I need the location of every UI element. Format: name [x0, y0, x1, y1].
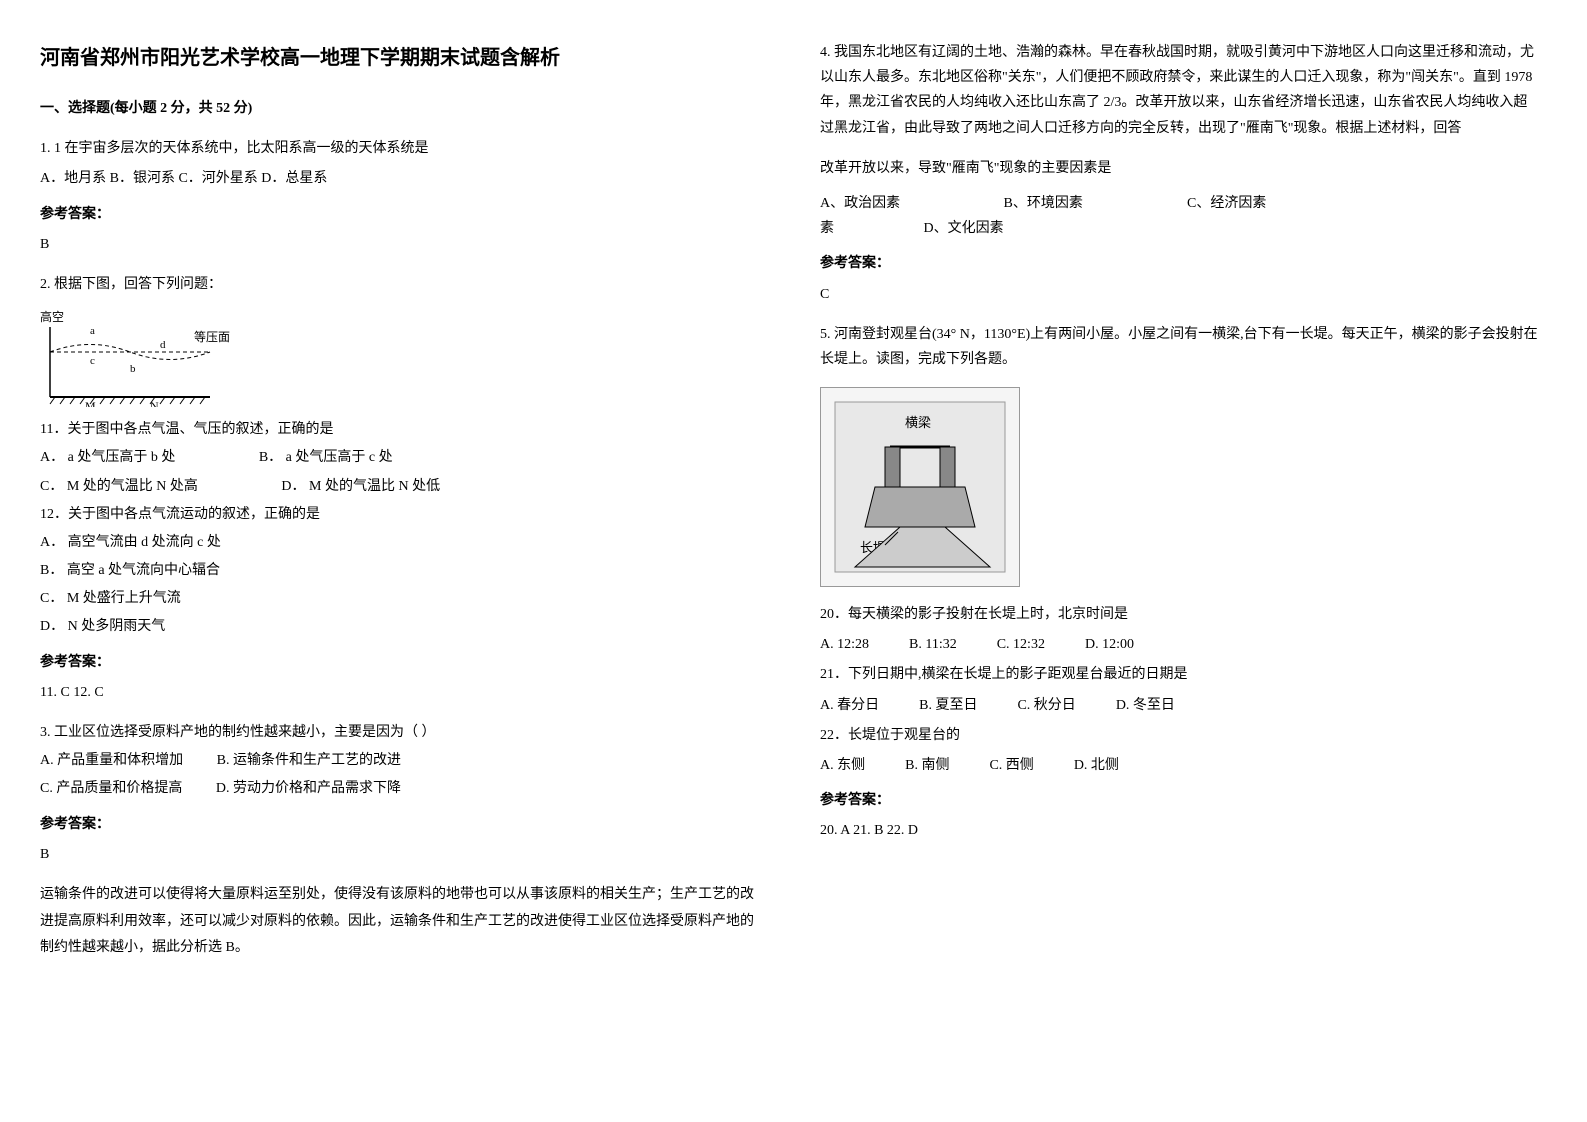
svg-text:a: a	[90, 325, 95, 337]
answer-label: 参考答案：	[40, 202, 760, 227]
question-2-answer: 11. C 12. C	[40, 680, 760, 705]
question-3-answer: B	[40, 842, 760, 867]
q3-optB: B. 运输条件和生产工艺的改进	[217, 753, 401, 768]
question-4-text: 4. 我国东北地区有辽阔的土地、浩瀚的森林。早在春秋战国时期，就吸引黄河中下游地…	[820, 40, 1540, 141]
q2-sub12-optB: B． 高空 a 处气流向中心辐合	[40, 558, 760, 583]
q4-optB: B、环境因素	[1004, 191, 1184, 216]
question-1-answer: B	[40, 232, 760, 257]
q4-optA: A、政治因素	[820, 191, 1000, 216]
question-5-text: 5. 河南登封观星台(34° N，1130°E)上有两间小屋。小屋之间有一横梁,…	[820, 322, 1540, 372]
q5-sub20-optD: D. 12:00	[1085, 632, 1134, 657]
question-3: 3. 工业区位选择受原料产地的制约性越来越小，主要是因为（ ） A. 产品重量和…	[40, 720, 760, 962]
q4-options-line2: 素 D、文化因素	[820, 216, 1540, 241]
diagram-top-label: 高空	[40, 307, 64, 329]
svg-text:c: c	[90, 355, 95, 367]
page-title: 河南省郑州市阳光艺术学校高一地理下学期期末试题含解析	[40, 40, 760, 76]
q2-sub12-optD: D． N 处多阴雨天气	[40, 614, 760, 639]
q2-sub11-optD: D． M 处的气温比 N 处低	[281, 479, 440, 494]
q5-sub22-options: A. 东侧 B. 南侧 C. 西侧 D. 北侧	[820, 753, 1540, 778]
q4-optC: C、经济因素	[1187, 196, 1266, 211]
svg-text:b: b	[130, 363, 136, 375]
right-column: 4. 我国东北地区有辽阔的土地、浩瀚的森林。早在春秋战国时期，就吸引黄河中下游地…	[820, 40, 1540, 977]
question-5-sub20: 20．每天横梁的影子投射在长堤上时，北京时间是	[820, 602, 1540, 627]
answer-label: 参考答案：	[40, 650, 760, 675]
q5-sub22-optA: A. 东侧	[820, 753, 865, 778]
observatory-svg: 横梁 长堤	[830, 397, 1010, 577]
q2-sub12-optA: A． 高空气流由 d 处流向 c 处	[40, 530, 760, 555]
question-2-sub11: 11．关于图中各点气温、气压的叙述，正确的是	[40, 417, 760, 442]
answer-label: 参考答案：	[820, 788, 1540, 813]
svg-text:d: d	[160, 339, 166, 351]
q3-optA: A. 产品重量和体积增加	[40, 753, 183, 768]
pressure-diagram: 高空 等压面 a d c b M N	[40, 307, 240, 407]
observatory-diagram: 横梁 长堤	[820, 387, 1020, 587]
question-5-answer: 20. A 21. B 22. D	[820, 818, 1540, 843]
q2-sub12-optC: C． M 处盛行上升气流	[40, 586, 760, 611]
question-3-text: 3. 工业区位选择受原料产地的制约性越来越小，主要是因为（ ）	[40, 720, 760, 745]
q2-sub11-optB: B． a 处气压高于 c 处	[259, 450, 393, 465]
question-4-answer: C	[820, 282, 1540, 307]
q5-sub21-optC: C. 秋分日	[1017, 693, 1075, 718]
q5-sub20-optB: B. 11:32	[909, 632, 957, 657]
q5-sub21-options: A. 春分日 B. 夏至日 C. 秋分日 D. 冬至日	[820, 693, 1540, 718]
q2-sub11-optA: A． a 处气压高于 b 处	[40, 450, 175, 465]
q5-sub20-options: A. 12:28 B. 11:32 C. 12:32 D. 12:00	[820, 632, 1540, 657]
q2-sub11-optC: C． M 处的气温比 N 处高	[40, 479, 198, 494]
q5-sub20-optC: C. 12:32	[997, 632, 1045, 657]
section-header: 一、选择题(每小题 2 分，共 52 分)	[40, 96, 760, 121]
q5-sub21-optA: A. 春分日	[820, 693, 879, 718]
answer-label: 参考答案：	[820, 251, 1540, 276]
question-2-sub12: 12．关于图中各点气流运动的叙述，正确的是	[40, 502, 760, 527]
exam-page: 河南省郑州市阳光艺术学校高一地理下学期期末试题含解析 一、选择题(每小题 2 分…	[40, 40, 1540, 977]
q2-sub11-line1: A． a 处气压高于 b 处 B． a 处气压高于 c 处	[40, 445, 760, 470]
q3-line2: C. 产品质量和价格提高 D. 劳动力价格和产品需求下降	[40, 776, 760, 801]
q5-sub22-optC: C. 西侧	[989, 753, 1033, 778]
question-1: 1. 1 在宇宙多层次的天体系统中，比太阳系高一级的天体系统是 A．地月系 B．…	[40, 136, 760, 257]
question-1-text: 1. 1 在宇宙多层次的天体系统中，比太阳系高一级的天体系统是	[40, 136, 760, 161]
question-3-explanation: 运输条件的改进可以使得将大量原料运至别处，使得没有该原料的地带也可以从事该原料的…	[40, 882, 760, 962]
q4-optC-suffix: 素	[820, 216, 920, 241]
diagram-right-label: 等压面	[194, 327, 230, 349]
q4-options-line1: A、政治因素 B、环境因素 C、经济因素	[820, 191, 1540, 216]
svg-text:横梁: 横梁	[905, 415, 931, 430]
q2-sub11-line2: C． M 处的气温比 N 处高 D． M 处的气温比 N 处低	[40, 474, 760, 499]
q5-sub20-optA: A. 12:28	[820, 632, 869, 657]
q5-sub22-optD: D. 北侧	[1074, 753, 1119, 778]
q3-optD: D. 劳动力价格和产品需求下降	[216, 781, 401, 796]
question-2-text: 2. 根据下图，回答下列问题：	[40, 272, 760, 297]
question-4: 4. 我国东北地区有辽阔的土地、浩瀚的森林。早在春秋战国时期，就吸引黄河中下游地…	[820, 40, 1540, 307]
question-1-options: A．地月系 B．银河系 C．河外星系 D．总星系	[40, 166, 760, 191]
question-5-sub22: 22．长堤位于观星台的	[820, 723, 1540, 748]
answer-label: 参考答案：	[40, 812, 760, 837]
question-4-subquestion: 改革开放以来，导致"雁南飞"现象的主要因素是	[820, 156, 1540, 181]
q5-sub21-optB: B. 夏至日	[919, 693, 977, 718]
q3-optC: C. 产品质量和价格提高	[40, 781, 182, 796]
left-column: 河南省郑州市阳光艺术学校高一地理下学期期末试题含解析 一、选择题(每小题 2 分…	[40, 40, 760, 977]
question-2: 2. 根据下图，回答下列问题： 高空 等压面 a d c b M N	[40, 272, 760, 705]
question-5-sub21: 21．下列日期中,横梁在长堤上的影子距观星台最近的日期是	[820, 662, 1540, 687]
q4-optD: D、文化因素	[924, 221, 1004, 236]
q5-sub21-optD: D. 冬至日	[1116, 693, 1175, 718]
q3-line1: A. 产品重量和体积增加 B. 运输条件和生产工艺的改进	[40, 748, 760, 773]
question-5: 5. 河南登封观星台(34° N，1130°E)上有两间小屋。小屋之间有一横梁,…	[820, 322, 1540, 844]
svg-text:N: N	[150, 399, 159, 407]
q5-sub22-optB: B. 南侧	[905, 753, 949, 778]
